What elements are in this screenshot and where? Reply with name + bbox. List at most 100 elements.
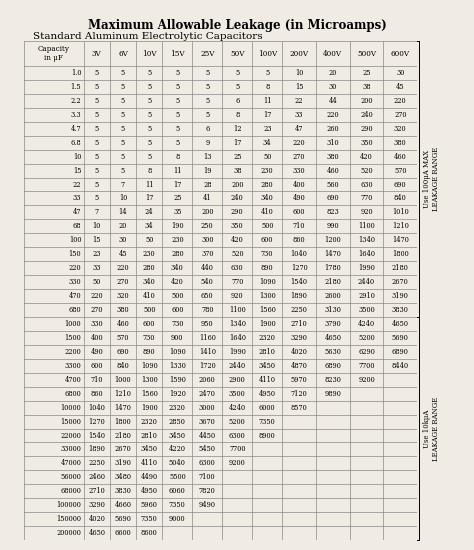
Text: 5: 5 (147, 83, 151, 91)
Text: 2460: 2460 (88, 474, 105, 481)
Text: 5: 5 (121, 111, 125, 119)
Text: 2200: 2200 (64, 348, 81, 356)
Text: 23: 23 (92, 250, 101, 258)
Text: 5: 5 (95, 139, 99, 147)
Text: 13: 13 (203, 153, 211, 161)
Text: 8570: 8570 (291, 404, 308, 411)
Text: 34: 34 (145, 222, 154, 230)
Text: 68000: 68000 (60, 487, 81, 496)
Text: 20: 20 (119, 222, 127, 230)
Text: 470: 470 (69, 292, 81, 300)
Text: 45: 45 (118, 250, 128, 258)
Text: 2250: 2250 (88, 459, 105, 468)
Text: 6.8: 6.8 (71, 139, 81, 147)
Text: 270: 270 (91, 306, 103, 314)
Text: 340: 340 (171, 264, 184, 272)
Text: 5: 5 (147, 139, 151, 147)
Text: 12: 12 (233, 125, 242, 133)
Text: 10: 10 (92, 222, 101, 230)
Text: 9: 9 (205, 139, 210, 147)
Text: 1300: 1300 (259, 292, 275, 300)
Text: 420: 420 (171, 278, 184, 286)
Text: 290: 290 (231, 208, 244, 216)
Text: 1040: 1040 (88, 404, 105, 411)
Text: 50: 50 (263, 153, 272, 161)
Text: 1800: 1800 (115, 417, 131, 426)
Text: 9890: 9890 (324, 390, 341, 398)
Text: 840: 840 (394, 195, 407, 202)
Text: 3830: 3830 (392, 306, 409, 314)
Text: Use 10kμA
LEAKAGE RANGE: Use 10kμA LEAKAGE RANGE (423, 397, 440, 461)
Text: 1270: 1270 (291, 264, 308, 272)
Text: 41: 41 (203, 195, 211, 202)
Text: 570: 570 (117, 334, 129, 342)
Text: 4020: 4020 (88, 515, 105, 523)
Text: 5: 5 (235, 69, 239, 77)
Text: 540: 540 (201, 278, 214, 286)
Text: 6300: 6300 (199, 459, 216, 468)
Text: 47: 47 (295, 125, 303, 133)
Text: Capacity
in μF: Capacity in μF (37, 45, 70, 62)
Text: 15: 15 (73, 167, 81, 174)
Text: 35: 35 (173, 208, 182, 216)
Text: 1210: 1210 (115, 390, 131, 398)
Text: 5: 5 (175, 69, 180, 77)
Text: 1540: 1540 (88, 432, 105, 439)
Text: 20: 20 (328, 69, 337, 77)
Text: 6V: 6V (118, 50, 128, 58)
Text: 1000: 1000 (64, 320, 81, 328)
Text: 200: 200 (360, 97, 373, 105)
Text: 5040: 5040 (169, 459, 186, 468)
Text: 1160: 1160 (199, 334, 216, 342)
Text: 11: 11 (145, 180, 154, 189)
Text: 860: 860 (91, 390, 103, 398)
Text: 5: 5 (147, 97, 151, 105)
Text: 5200: 5200 (358, 334, 375, 342)
Text: 380: 380 (117, 306, 129, 314)
Text: 8: 8 (265, 83, 269, 91)
Text: 5: 5 (147, 153, 151, 161)
Text: 950: 950 (201, 320, 214, 328)
Text: 50: 50 (145, 236, 154, 244)
Text: 420: 420 (231, 236, 244, 244)
Text: 630: 630 (360, 180, 373, 189)
Text: 460: 460 (394, 153, 407, 161)
Text: 690: 690 (394, 180, 407, 189)
Text: 2320: 2320 (141, 417, 158, 426)
Text: 420: 420 (360, 153, 373, 161)
Text: 5200: 5200 (229, 417, 246, 426)
Text: 47000: 47000 (60, 459, 81, 468)
Text: 690: 690 (117, 348, 129, 356)
Text: 690: 690 (327, 195, 339, 202)
Text: 6: 6 (235, 97, 239, 105)
Text: 780: 780 (201, 306, 214, 314)
Text: Standard Aluminum Electrolytic Capacitors: Standard Aluminum Electrolytic Capacitor… (33, 32, 263, 41)
Text: 220: 220 (394, 97, 407, 105)
Text: 1.0: 1.0 (71, 69, 81, 77)
Text: 220: 220 (69, 264, 81, 272)
Text: 68: 68 (73, 222, 81, 230)
Text: 2180: 2180 (115, 432, 131, 439)
Text: 190: 190 (171, 222, 183, 230)
Text: 33: 33 (295, 111, 303, 119)
Text: 823: 823 (327, 208, 339, 216)
Text: 2320: 2320 (259, 334, 276, 342)
Text: 5: 5 (175, 83, 180, 91)
Text: 2180: 2180 (324, 278, 341, 286)
Text: 1990: 1990 (229, 348, 246, 356)
Text: 3130: 3130 (324, 306, 341, 314)
Text: 5: 5 (121, 139, 125, 147)
Text: 220: 220 (117, 264, 129, 272)
Text: 3670: 3670 (199, 417, 216, 426)
Text: 7120: 7120 (291, 390, 308, 398)
Text: 30: 30 (328, 83, 337, 91)
Text: 2320: 2320 (169, 404, 186, 411)
Text: 490: 490 (91, 348, 103, 356)
Text: 200: 200 (231, 180, 244, 189)
Text: 1470: 1470 (392, 236, 409, 244)
Text: 770: 770 (360, 195, 373, 202)
Text: 8: 8 (175, 153, 180, 161)
Text: 1100: 1100 (229, 306, 246, 314)
Text: 1040: 1040 (291, 250, 308, 258)
Text: 410: 410 (261, 208, 273, 216)
